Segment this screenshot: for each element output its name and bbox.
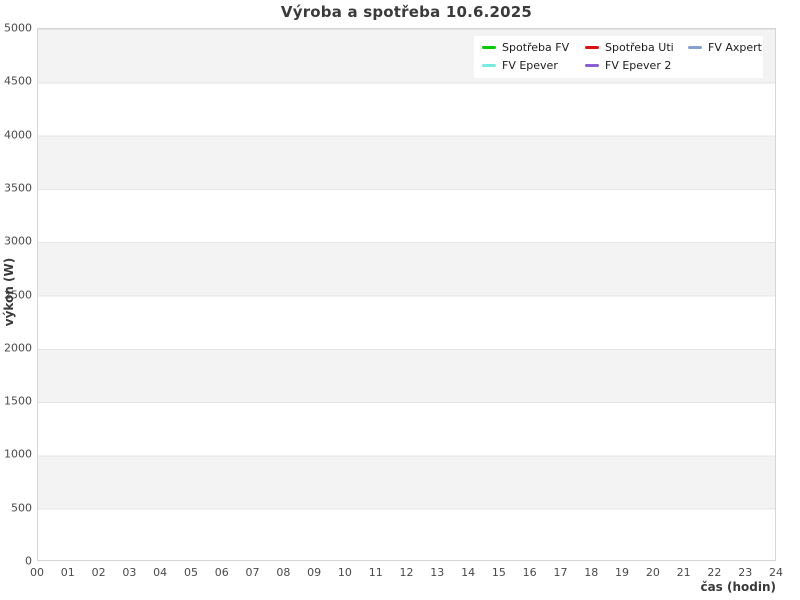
x-tick-label: 07 bbox=[245, 566, 260, 579]
x-tick-label: 16 bbox=[522, 566, 537, 579]
y-tick-label: 1500 bbox=[4, 394, 32, 408]
x-tick-label: 05 bbox=[183, 566, 198, 579]
y-tick-label: 5000 bbox=[4, 21, 32, 35]
line-swatch-purple bbox=[585, 64, 599, 67]
x-tick-label: 03 bbox=[122, 566, 137, 579]
x-tick-label: 09 bbox=[307, 566, 322, 579]
legend-label: FV Epever bbox=[502, 59, 558, 72]
x-tick-label: 23 bbox=[738, 566, 753, 579]
x-tick-label: 10 bbox=[337, 566, 352, 579]
legend-label: Spotřeba FV bbox=[502, 41, 570, 54]
x-tick-label: 18 bbox=[584, 566, 599, 579]
x-tick-label: 19 bbox=[615, 566, 630, 579]
legend-label: Spotřeba Uti bbox=[605, 41, 674, 54]
legend-label: FV Epever 2 bbox=[605, 59, 672, 72]
x-tick-label: 01 bbox=[60, 566, 75, 579]
x-tick-label: 22 bbox=[707, 566, 722, 579]
line-swatch-red bbox=[585, 46, 599, 49]
x-tick-label: 20 bbox=[645, 566, 660, 579]
legend: Spotřeba FV Spotřeba Uti FV Axpert FV Ep… bbox=[474, 36, 763, 78]
x-tick-label: 17 bbox=[553, 566, 568, 579]
x-tick-label: 02 bbox=[91, 566, 106, 579]
x-tick-label: 12 bbox=[399, 566, 414, 579]
x-tick-label: 08 bbox=[276, 566, 291, 579]
y-tick-label: 2500 bbox=[4, 288, 32, 301]
x-axis-label: čas (hodin) bbox=[700, 580, 776, 594]
y-tick-label: 2000 bbox=[4, 341, 32, 355]
legend-label: FV Axpert bbox=[708, 41, 762, 54]
plot-area bbox=[37, 28, 776, 561]
line-swatch-cyan bbox=[482, 64, 496, 67]
legend-item-fv-epever: FV Epever bbox=[482, 58, 585, 73]
y-tick-label: 1000 bbox=[4, 447, 32, 461]
y-tick-label: 3000 bbox=[4, 234, 32, 248]
x-tick-label: 11 bbox=[368, 566, 383, 579]
y-tick-label: 4500 bbox=[4, 74, 32, 88]
y-tick-label: 0 bbox=[25, 554, 32, 568]
line-swatch-green bbox=[482, 46, 496, 49]
line-swatch-blue bbox=[688, 46, 702, 49]
x-tick-label: 04 bbox=[153, 566, 168, 579]
chart-title: Výroba a spotřeba 10.6.2025 bbox=[280, 3, 533, 21]
x-tick-label: 00 bbox=[30, 566, 44, 579]
x-tick-label: 15 bbox=[491, 566, 506, 579]
y-tick-label: 3500 bbox=[4, 181, 32, 195]
y-tick-label: 4000 bbox=[4, 128, 32, 142]
y-tick-label: 500 bbox=[11, 501, 32, 515]
legend-item-spotreba-fv: Spotřeba FV bbox=[482, 40, 585, 55]
legend-item-fv-epever-2: FV Epever 2 bbox=[585, 58, 688, 73]
legend-item-fv-axpert: FV Axpert bbox=[688, 40, 765, 55]
x-tick-label: 21 bbox=[676, 566, 691, 579]
legend-item-spotreba-uti: Spotřeba Uti bbox=[585, 40, 688, 55]
x-tick-label: 24 bbox=[769, 566, 783, 579]
x-tick-label: 13 bbox=[430, 566, 445, 579]
x-tick-label: 06 bbox=[214, 566, 229, 579]
y-axis-label: výkon (W) bbox=[2, 257, 16, 327]
x-tick-label: 14 bbox=[461, 566, 476, 579]
